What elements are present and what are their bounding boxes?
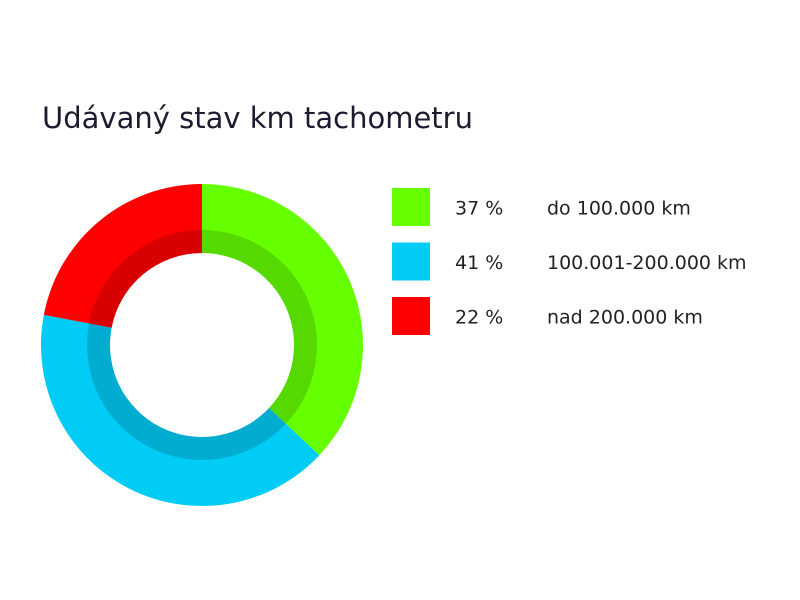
- segment-inner-band: [86, 323, 286, 460]
- segment-outer: [202, 184, 364, 456]
- segment-inner-band: [202, 230, 317, 424]
- legend-label: 100.001-200.000 km: [547, 252, 747, 274]
- legend-value: 22 %: [455, 307, 503, 329]
- segment-outer: [40, 314, 320, 507]
- chart-title: Udávaný stav km tachometru: [42, 101, 473, 135]
- donut-segment: [43, 184, 203, 328]
- legend-swatch: [392, 188, 430, 226]
- segment-inner-band: [89, 230, 202, 328]
- legend-swatch: [392, 297, 430, 335]
- donut-segment: [202, 184, 364, 456]
- legend-label: do 100.000 km: [547, 198, 691, 220]
- segment-outer: [43, 184, 203, 328]
- donut-segment: [40, 314, 320, 507]
- legend-value: 37 %: [455, 198, 503, 220]
- legend-swatch: [392, 242, 430, 281]
- legend-label: nad 200.000 km: [547, 307, 703, 329]
- legend-value: 41 %: [455, 252, 503, 274]
